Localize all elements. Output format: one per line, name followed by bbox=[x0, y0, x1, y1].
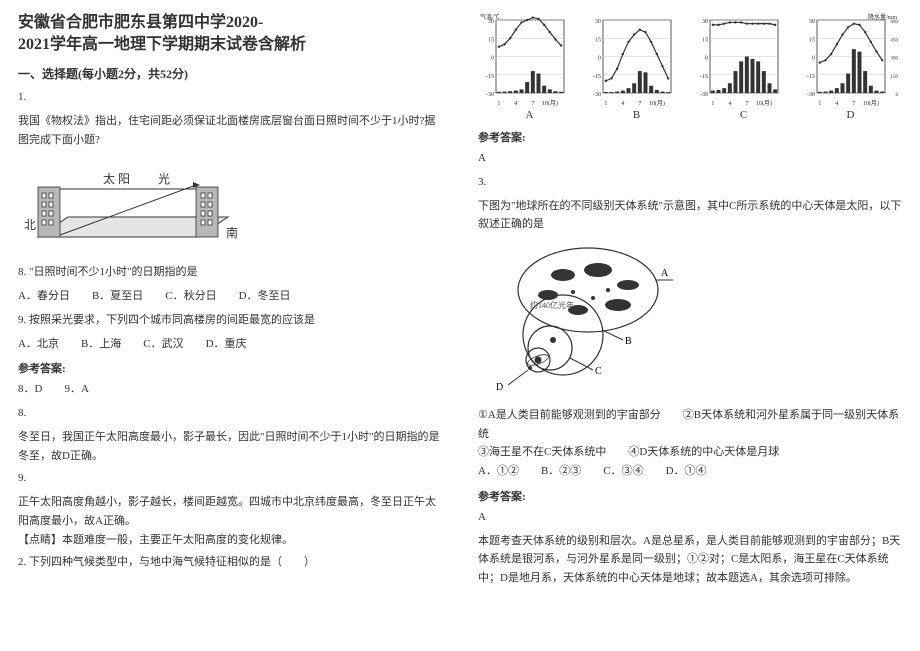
svg-text:D: D bbox=[496, 382, 503, 393]
answer-label-1: 参考答案: bbox=[18, 360, 442, 376]
svg-text:0: 0 bbox=[896, 93, 899, 98]
exp9-text: 正午太阳高度角越小，影子越长，楼间距越宽。四城市中北京纬度最高，冬至日正午太阳高… bbox=[18, 493, 442, 530]
svg-text:C: C bbox=[595, 366, 602, 377]
q3-number: 3. bbox=[478, 173, 902, 193]
svg-text:7: 7 bbox=[852, 101, 855, 107]
tip-text: 【点睛】本题难度一般，主要正午太阳高度的变化规律。 bbox=[18, 531, 442, 550]
exp9-number: 9. bbox=[18, 469, 442, 489]
left-column: 安徽省合肥市肥东县第四中学2020- 2021学年高一地理下学期期末试卷含解析 … bbox=[0, 0, 460, 651]
section-1-heading: 一、选择题(每小题2分，共52分) bbox=[18, 65, 442, 82]
chart-A-label: A bbox=[478, 109, 581, 121]
svg-text:0: 0 bbox=[598, 56, 601, 62]
q9-text: 按照采光要求，下列四个城市同高楼房的间距最宽的应该是 bbox=[29, 314, 315, 326]
svg-text:7: 7 bbox=[638, 101, 641, 107]
chart-D-label: D bbox=[799, 109, 902, 121]
answer-89: 8．D 9．A bbox=[18, 380, 442, 400]
svg-text:10(月): 10(月) bbox=[542, 100, 558, 107]
chart-C: -30 -15 0 15 30 1 4 7 10(月) C bbox=[692, 12, 795, 121]
svg-text:15: 15 bbox=[809, 37, 815, 43]
q1-number: 1. bbox=[18, 88, 442, 108]
north-label: 北 bbox=[24, 218, 36, 232]
q9-number: 9. bbox=[18, 314, 26, 326]
svg-text:600: 600 bbox=[891, 20, 899, 25]
q8-line: 8. "日照时间不少1小时"的日期指的是 bbox=[18, 263, 442, 283]
chart-C-label: C bbox=[692, 109, 795, 121]
chart-B: -30 -15 0 15 30 1 4 7 10(月) B bbox=[585, 12, 688, 121]
q9-options: A．北京 B．上海 C．武汉 D．重庆 bbox=[18, 335, 442, 355]
chart-D: -30-150153014710(月)降水量/mm0150300450600 D bbox=[799, 12, 902, 121]
q3-opts-line1: ①A是人类目前能够观测到的宇宙部分 ②B天体系统和河外星系属于同一级别天体系统 bbox=[478, 406, 902, 443]
light-label: 光 bbox=[158, 172, 170, 186]
exp8-text: 冬至日，我国正午太阳高度最小，影子最长，因此"日照时间不少于1小时"的日期指的是… bbox=[18, 428, 442, 465]
svg-text:4: 4 bbox=[514, 101, 517, 107]
svg-text:1: 1 bbox=[711, 101, 714, 107]
title-line2: 2021学年高一地理下学期期末试卷含解析 bbox=[18, 34, 442, 56]
answer-label-2: 参考答案: bbox=[478, 129, 902, 145]
q2-line: 2. 下列四种气候类型中，与地中海气候特征相似的是（ ） bbox=[18, 553, 442, 573]
svg-text:1: 1 bbox=[604, 101, 607, 107]
svg-text:450: 450 bbox=[891, 38, 899, 43]
q2-text: 下列四种气候类型中，与地中海气候特征相似的是（ ） bbox=[29, 556, 315, 568]
svg-text:30: 30 bbox=[809, 19, 815, 25]
svg-text:A: A bbox=[661, 268, 669, 279]
svg-text:30: 30 bbox=[702, 19, 708, 25]
q3-choices: A．①② B．②③ C．③④ D．①④ bbox=[478, 462, 902, 482]
svg-text:15: 15 bbox=[595, 37, 601, 43]
q3-opts-line2: ③海王星不在C天体系统中 ④D天体系统的中心天体是月球 bbox=[478, 443, 902, 462]
south-label: 南 bbox=[226, 225, 238, 240]
svg-text:30: 30 bbox=[595, 19, 601, 25]
svg-text:10(月): 10(月) bbox=[863, 100, 879, 107]
svg-text:0: 0 bbox=[705, 56, 708, 62]
exam-title: 安徽省合肥市肥东县第四中学2020- 2021学年高一地理下学期期末试卷含解析 bbox=[18, 12, 442, 57]
q3-diagram: A B C D 约140亿光年 bbox=[478, 240, 902, 400]
svg-text:10(月): 10(月) bbox=[756, 100, 772, 107]
q8-number: 8. bbox=[18, 266, 26, 278]
title-line1: 安徽省合肥市肥东县第四中学2020- bbox=[18, 12, 442, 34]
q8-text: "日照时间不少1小时"的日期指的是 bbox=[29, 266, 197, 278]
svg-text:4: 4 bbox=[835, 101, 838, 107]
climate-charts: -30 -15 0 15 30 1 4 7 10(月) 气温/℃ A -30 -15 0 15 30 1 4 7… bbox=[478, 12, 902, 121]
svg-text:1: 1 bbox=[497, 101, 500, 107]
svg-text:气温/℃: 气温/℃ bbox=[480, 13, 500, 21]
svg-text:B: B bbox=[625, 336, 632, 347]
svg-text:4: 4 bbox=[728, 101, 731, 107]
svg-text:-30: -30 bbox=[486, 92, 494, 98]
svg-text:-15: -15 bbox=[807, 74, 815, 80]
exp3-text: 本题考查天体系统的级别和层次。A是总星系，是人类目前能够观测到的宇宙部分；B天体… bbox=[478, 532, 902, 588]
chart-A: -30-150153014710(月)气温/℃ A bbox=[478, 12, 581, 121]
svg-text:约140亿光年: 约140亿光年 bbox=[530, 300, 574, 310]
svg-text:-15: -15 bbox=[486, 74, 494, 80]
q1-diagram: 太 阳 光 北 南 bbox=[18, 157, 442, 257]
chart-B-label: B bbox=[585, 109, 688, 121]
svg-text:1: 1 bbox=[818, 101, 821, 107]
exp8-number: 8. bbox=[18, 404, 442, 424]
right-column: -30 -15 0 15 30 1 4 7 10(月) 气温/℃ A -30 -15 0 15 30 1 4 7… bbox=[460, 0, 920, 651]
q2-number: 2. bbox=[18, 556, 26, 568]
svg-text:-15: -15 bbox=[700, 74, 708, 80]
svg-text:10(月): 10(月) bbox=[649, 100, 665, 107]
svg-text:4: 4 bbox=[621, 101, 624, 107]
svg-text:-15: -15 bbox=[593, 74, 601, 80]
svg-text:-30: -30 bbox=[700, 92, 708, 98]
svg-text:15: 15 bbox=[702, 37, 708, 43]
svg-text:15: 15 bbox=[488, 37, 494, 43]
sun-label: 太 阳 bbox=[103, 171, 130, 186]
svg-text:-30: -30 bbox=[807, 92, 815, 98]
q8-options: A．春分日 B．夏至日 C．秋分日 D．冬至日 bbox=[18, 287, 442, 307]
svg-text:7: 7 bbox=[531, 101, 534, 107]
answer-3: A bbox=[478, 508, 902, 528]
answer-2: A bbox=[478, 149, 902, 169]
svg-text:7: 7 bbox=[745, 101, 748, 107]
q3-text: 下图为"地球所在的不同级别天体系统"示意图，其中C所示系统的中心天体是太阳，以下… bbox=[478, 197, 902, 234]
svg-text:0: 0 bbox=[491, 56, 494, 62]
q1-text: 我国《物权法》指出，住宅间距必须保证北面楼房底层窗台面日照时间不少于1小时?据图… bbox=[18, 112, 442, 152]
q9-line: 9. 按照采光要求，下列四个城市同高楼房的间距最宽的应该是 bbox=[18, 311, 442, 331]
svg-text:150: 150 bbox=[891, 75, 899, 80]
answer-label-3: 参考答案: bbox=[478, 488, 902, 504]
svg-text:-30: -30 bbox=[593, 92, 601, 98]
svg-text:300: 300 bbox=[891, 57, 899, 62]
svg-text:0: 0 bbox=[812, 56, 815, 62]
